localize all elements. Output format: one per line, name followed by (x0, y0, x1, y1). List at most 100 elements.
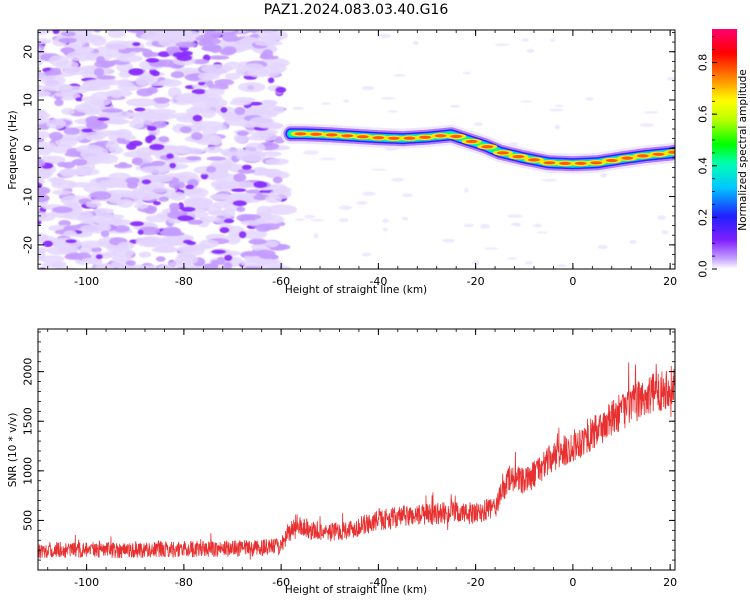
noise-blob (241, 164, 252, 170)
noise-speckle (412, 40, 419, 46)
noise-blob (245, 189, 262, 194)
noise-blob (154, 245, 176, 253)
noise-blob (173, 112, 192, 120)
noise-blob (191, 88, 207, 95)
noise-blob (83, 108, 99, 116)
noise-blob (244, 142, 266, 153)
noise-blob (125, 98, 157, 107)
noise-blob (255, 223, 272, 232)
noise-blob (151, 70, 161, 77)
noise-blob (128, 68, 144, 76)
hotspot-core (372, 136, 385, 140)
noise-blob (28, 23, 41, 29)
noise-blob (200, 64, 233, 74)
hotspot-core (403, 136, 416, 140)
noise-speckle (600, 172, 607, 178)
noise-blob (38, 155, 66, 165)
noise-blob (222, 33, 238, 42)
hotspot-core (387, 136, 400, 140)
noise-blob (261, 151, 282, 157)
noise-blob (134, 203, 149, 209)
noise-blob (116, 136, 126, 144)
colorbar-tick-label: 0.4 (697, 157, 710, 175)
snr-panel: -100 -80 -60 -40 -20 0 20 500 1000 1500 2000 Heigh… (7, 328, 677, 596)
noise-blob (61, 31, 76, 37)
noise-blob (126, 30, 147, 34)
y-tick-label: 0 (22, 145, 35, 152)
noise-blob (198, 201, 211, 209)
noise-blob (255, 249, 276, 258)
noise-blob (236, 151, 266, 162)
noise-blob (80, 240, 104, 249)
noise-blob (125, 260, 136, 266)
noise-blob (51, 177, 66, 186)
noise-speckle (401, 193, 414, 198)
noise-blob (49, 67, 62, 73)
noise-speckle (338, 205, 352, 210)
colorbar-ticks: 0.0 0.2 0.4 0.6 0.8 (697, 36, 717, 278)
noise-blob (101, 214, 125, 220)
hotspot-core (590, 161, 603, 165)
noise-blob (91, 98, 111, 107)
x-tick-label: -80 (175, 576, 193, 589)
noise-blob (161, 228, 182, 237)
noise-blob (151, 160, 166, 166)
noise-blob (206, 166, 217, 173)
noise-blob (219, 48, 235, 56)
noise-blob (75, 97, 84, 102)
noise-blob (55, 60, 79, 70)
noise-blob (38, 232, 49, 242)
noise-blob (265, 240, 279, 248)
x-tick-label: -100 (74, 576, 99, 589)
noise-blob (223, 261, 233, 269)
noise-blob (207, 55, 230, 60)
noise-speckle (554, 104, 564, 107)
noise-blob (81, 257, 103, 264)
colorbar-gradient (712, 29, 737, 269)
noise-blob (145, 135, 153, 144)
hotspot-core (636, 154, 649, 158)
noise-blob (147, 150, 161, 156)
colorbar-tick-label: 0.0 (697, 260, 710, 278)
noise-blob (101, 61, 112, 69)
noise-blob (108, 172, 131, 181)
noise-blob (129, 221, 145, 227)
hotspot-core (668, 150, 675, 154)
noise-blob (215, 30, 237, 32)
noise-speckle (310, 218, 325, 222)
noise-blob (203, 146, 223, 154)
noise-blob (113, 225, 130, 233)
noise-blob (185, 184, 195, 190)
noise-blob (168, 260, 192, 267)
noise-blob (186, 241, 196, 246)
noise-blob (264, 99, 278, 106)
noise-blob (38, 38, 52, 45)
snr-content (38, 362, 675, 560)
spectrogram-content (28, 23, 675, 269)
noise-blob (66, 51, 96, 62)
noise-speckle (661, 230, 669, 235)
noise-blob (187, 219, 203, 225)
noise-blob (138, 226, 160, 236)
noise-blob (262, 33, 282, 42)
noise-blob (96, 75, 116, 80)
x-tick-label: 0 (569, 275, 576, 288)
noise-blob (211, 249, 226, 255)
noise-blob (97, 117, 110, 122)
noise-blob (204, 87, 225, 96)
noise-blob (234, 106, 246, 116)
hotspot-core (559, 161, 572, 165)
x-tick-label: -40 (369, 275, 387, 288)
noise-speckle (464, 187, 469, 193)
noise-speckle (401, 216, 409, 221)
noise-speckle (377, 33, 391, 39)
noise-blob (155, 256, 166, 262)
hotspot-core (419, 135, 432, 139)
noise-blob (236, 130, 249, 136)
noise-blob (114, 24, 123, 28)
noise-blob (257, 105, 285, 115)
noise-speckle (355, 201, 368, 205)
noise-blob (108, 146, 124, 155)
